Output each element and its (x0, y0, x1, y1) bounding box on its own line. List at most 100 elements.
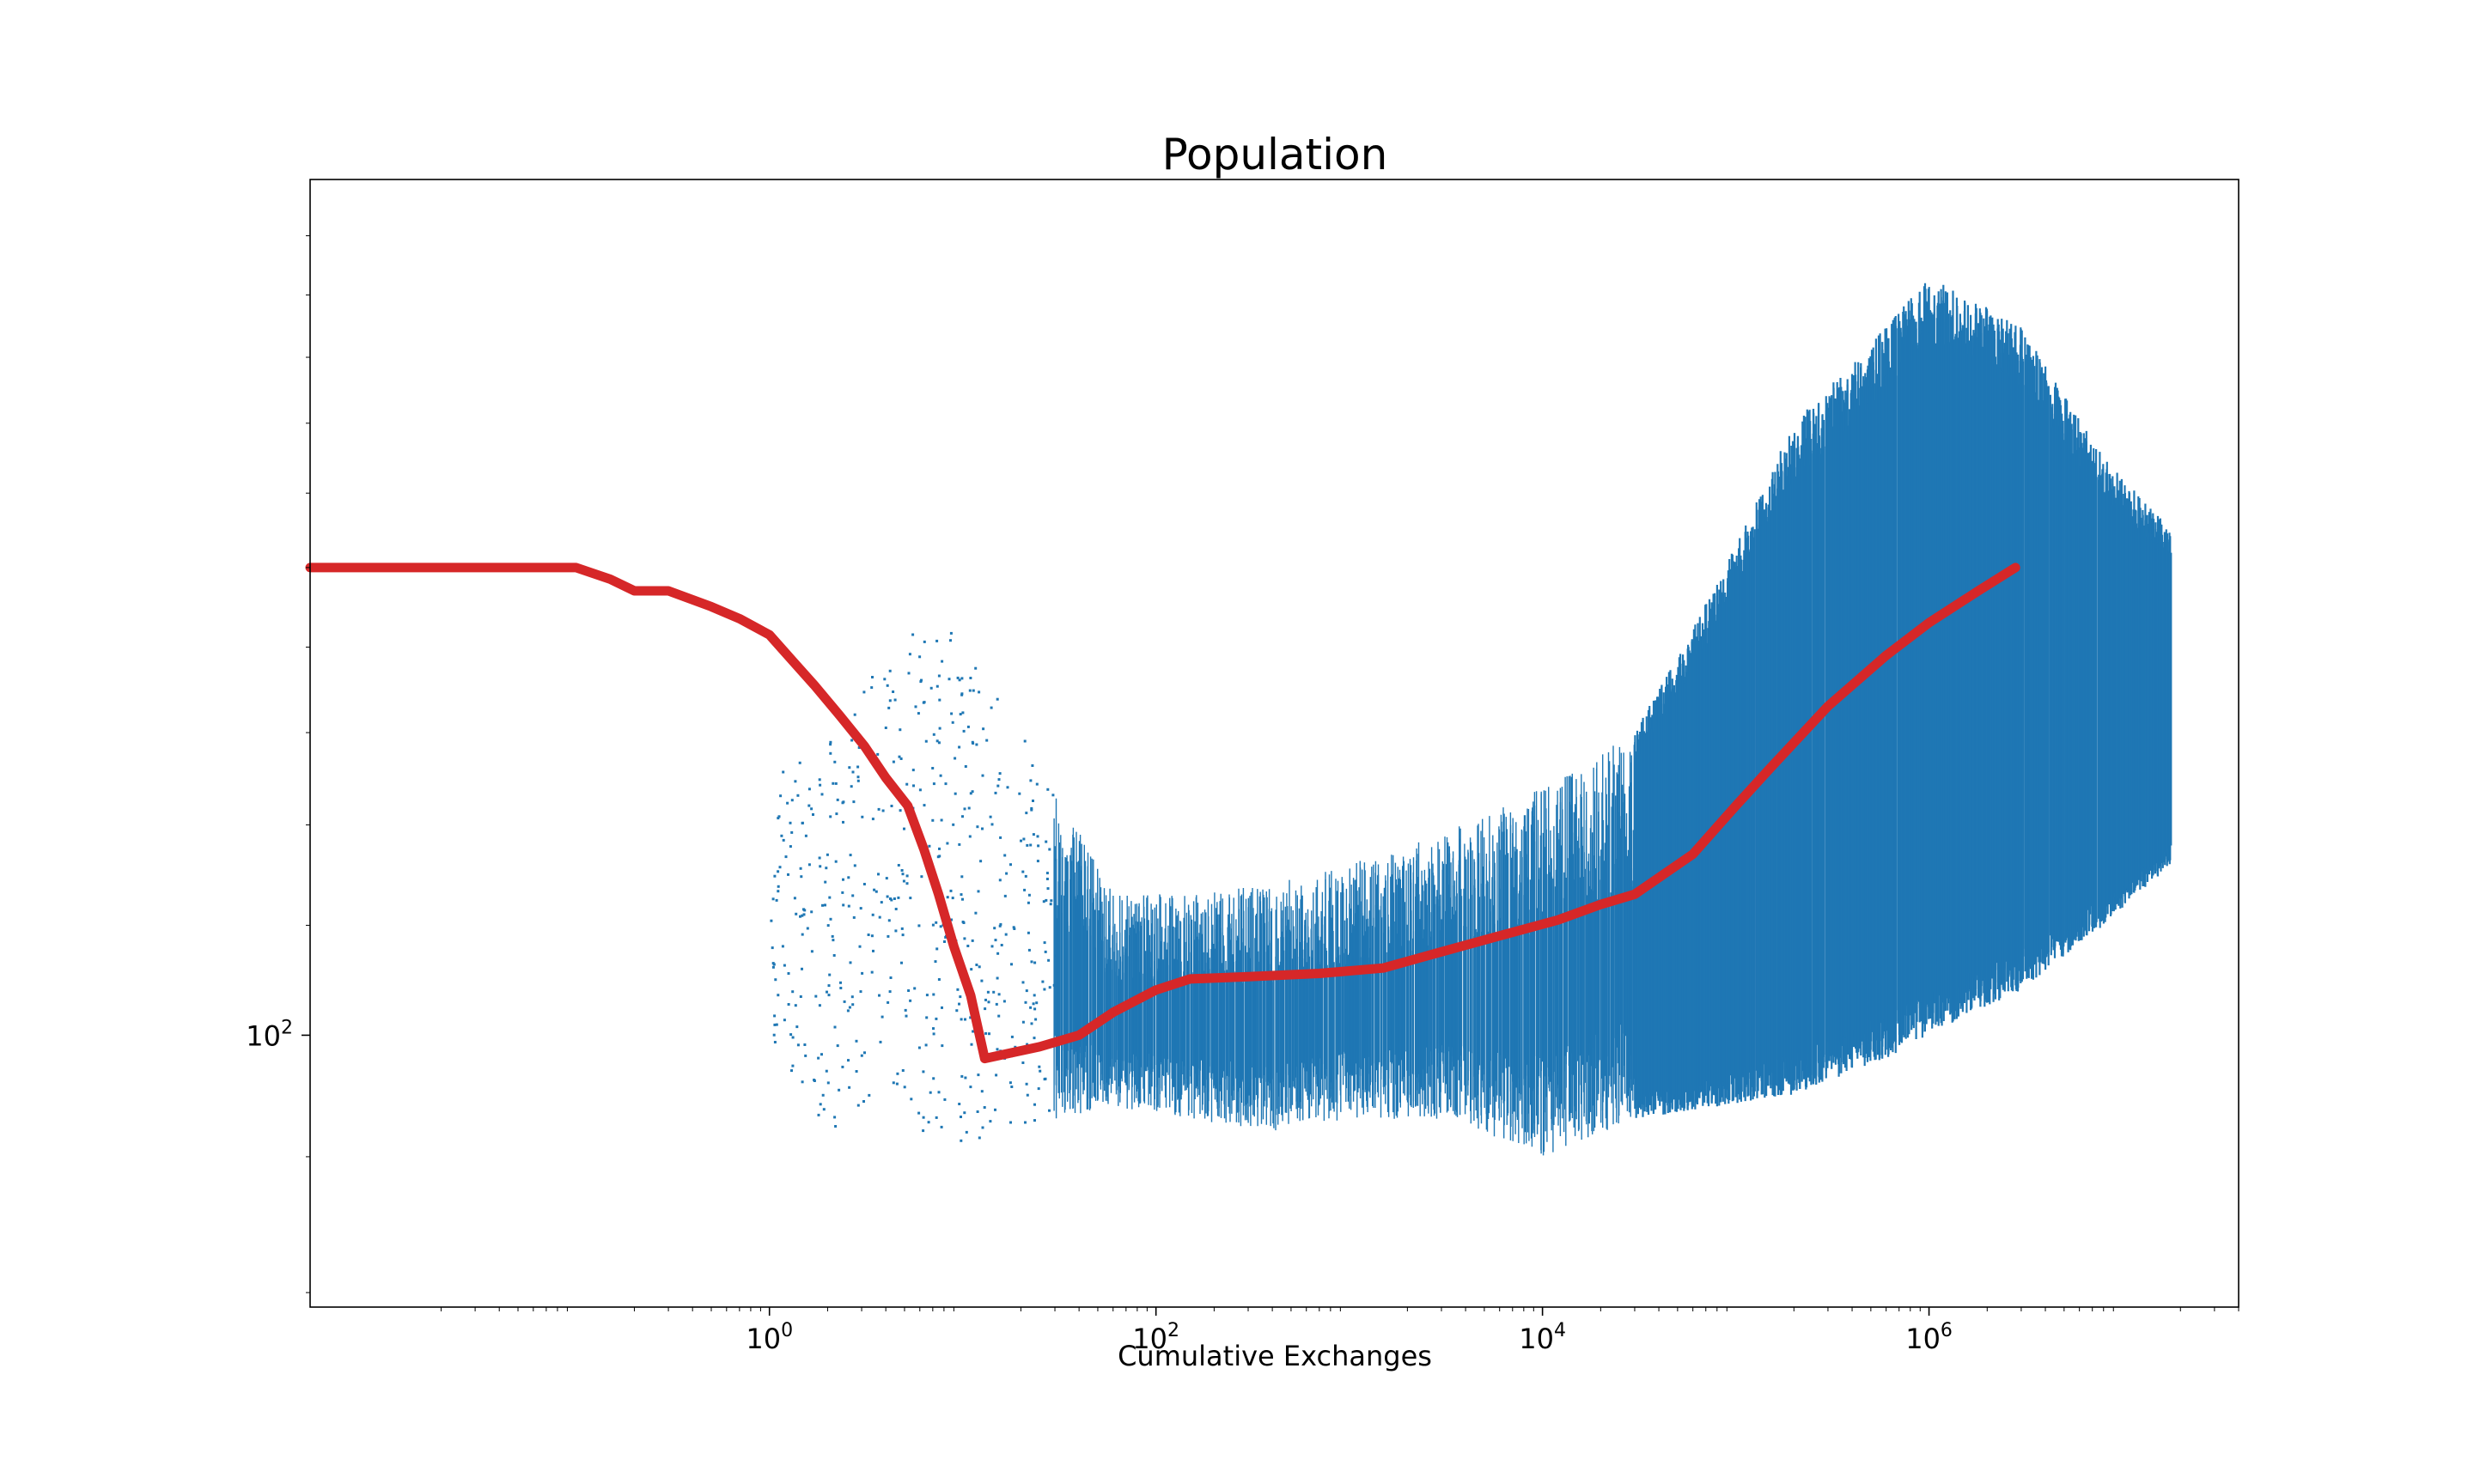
scatter-point (795, 1025, 799, 1029)
scatter-point (943, 940, 946, 943)
scatter-point (937, 978, 941, 981)
scatter-point (859, 990, 862, 994)
scatter-point (802, 913, 806, 916)
mean-line-series (305, 563, 2020, 1064)
scatter-point (999, 836, 1002, 839)
scatter-point (899, 728, 902, 732)
axes-frame (309, 179, 2239, 1308)
scatter-point (829, 743, 832, 746)
scatter-point (900, 869, 904, 872)
scatter-point (993, 927, 996, 930)
scatter-point (954, 757, 957, 760)
scatter-point (922, 1116, 925, 1119)
scatter-point (981, 1126, 984, 1129)
scatter-point (786, 801, 789, 805)
scatter-point (961, 711, 965, 715)
scatter-point (943, 1098, 947, 1101)
scatter-point (1037, 1087, 1040, 1091)
scatter-point (847, 1059, 850, 1062)
scatter-point (804, 834, 807, 837)
scatter-point (932, 1032, 935, 1036)
scatter-point (941, 1044, 944, 1048)
scatter-point (995, 1002, 998, 1006)
scatter-point (938, 698, 941, 702)
scatter-point (938, 855, 941, 858)
scatter-point (801, 914, 804, 917)
scatter-point (955, 1009, 959, 1013)
scatter-point (902, 879, 905, 883)
scatter-point (972, 689, 975, 692)
scatter-point (923, 640, 926, 643)
scatter-point (853, 713, 856, 716)
scatter-point (939, 925, 942, 928)
scatter-point (839, 981, 842, 984)
scatter-point (842, 903, 845, 907)
scatter-point (1024, 1000, 1027, 1004)
scatter-point (929, 686, 933, 690)
scatter-point (980, 979, 984, 982)
scatter-point (946, 842, 949, 845)
scatter-point (799, 995, 802, 998)
scatter-point (1043, 988, 1046, 991)
scatter-point (795, 912, 798, 915)
scatter-point (829, 815, 832, 818)
scatter-point (905, 882, 909, 885)
scatter-point (996, 976, 999, 980)
scatter-point (842, 820, 844, 824)
scatter-point (954, 792, 957, 795)
scatter-point (826, 853, 829, 856)
scatter-point (782, 838, 785, 842)
scatter-point (994, 1108, 996, 1111)
scatter-point (790, 830, 794, 834)
x-tick-label: 100 (746, 1320, 793, 1355)
scatter-point (771, 946, 774, 950)
scatter-point (777, 994, 780, 997)
scatter-point (1010, 1086, 1014, 1088)
scatter-point (900, 927, 904, 930)
scatter-point (871, 676, 874, 678)
scatter-point (978, 965, 981, 969)
scatter-point (949, 631, 953, 635)
scatter-point (937, 1091, 941, 1094)
scatter-point (1027, 931, 1030, 934)
scatter-point (867, 934, 870, 936)
scatter-point (782, 770, 785, 774)
scatter-point (905, 1014, 908, 1018)
scatter-point (1043, 941, 1046, 945)
scatter-point (1004, 933, 1008, 936)
scatter-point (1032, 833, 1035, 836)
scatter-point (1010, 1035, 1014, 1038)
scatter-point (1018, 792, 1021, 795)
scatter-point (894, 929, 898, 933)
scatter-point (777, 890, 780, 893)
scatter-point (783, 1019, 786, 1022)
scatter-point (917, 1111, 921, 1115)
scatter-point (771, 965, 775, 969)
x-tick-label: 104 (1519, 1320, 1566, 1355)
scatter-point (903, 827, 905, 830)
scatter-point (923, 701, 926, 704)
scatter-point (901, 873, 905, 876)
scatter-point (944, 782, 948, 786)
scatter-point (871, 913, 874, 916)
scatter-point (984, 1007, 987, 1011)
scatter-point (806, 927, 809, 930)
scatter-point (960, 893, 963, 897)
scatter-point (937, 674, 941, 678)
scatter-point (834, 1125, 838, 1128)
scatter-point (871, 818, 874, 821)
scatter-point (976, 825, 979, 829)
scatter-point (849, 854, 852, 857)
scatter-point (964, 765, 967, 768)
scatter-point (896, 1072, 899, 1075)
scatter-point (783, 964, 786, 967)
scatter-point (862, 1100, 865, 1103)
scatter-point (1033, 961, 1037, 964)
scatter-point (1026, 843, 1029, 847)
scatter-point (908, 653, 911, 656)
scatter-point (905, 874, 909, 878)
scatter-point (819, 783, 822, 787)
scatter-point (990, 823, 994, 826)
scatter-point (818, 1004, 821, 1007)
scatter-point (964, 1076, 967, 1080)
